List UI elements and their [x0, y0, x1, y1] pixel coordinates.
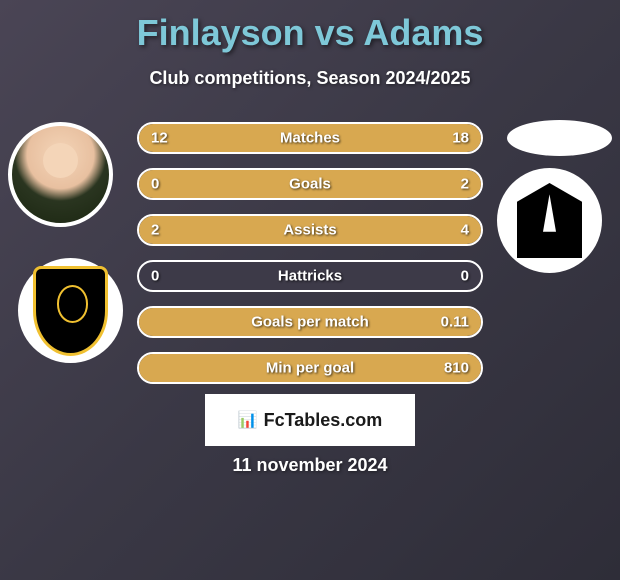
stat-value-left: 0: [151, 176, 159, 193]
club-right-badge-shield: [517, 183, 582, 258]
stat-row-min-per-goal: Min per goal 810: [137, 352, 483, 384]
stats-container: 12 Matches 18 0 Goals 2 2 Assists 4 0 Ha…: [137, 122, 483, 398]
watermark-text: FcTables.com: [264, 410, 383, 431]
stat-row-goals: 0 Goals 2: [137, 168, 483, 200]
stat-row-matches: 12 Matches 18: [137, 122, 483, 154]
stat-label: Goals: [289, 176, 331, 193]
chart-icon: 📊: [238, 410, 258, 430]
comparison-title: Finlayson vs Adams: [0, 0, 620, 54]
comparison-date: 11 november 2024: [232, 455, 387, 476]
stat-label: Goals per match: [251, 314, 369, 331]
stat-value-right: 0: [461, 268, 469, 285]
stat-row-assists: 2 Assists 4: [137, 214, 483, 246]
stat-label: Matches: [280, 130, 340, 147]
stat-value-right: 810: [444, 360, 469, 377]
stat-label: Assists: [283, 222, 336, 239]
stat-value-right: 4: [461, 222, 469, 239]
player-right-photo: [507, 120, 612, 156]
stat-value-left: 2: [151, 222, 159, 239]
club-right-badge: [497, 168, 602, 273]
comparison-subtitle: Club competitions, Season 2024/2025: [0, 68, 620, 89]
stat-value-left: 12: [151, 130, 168, 147]
stat-value-left: 0: [151, 268, 159, 285]
stat-value-right: 18: [452, 130, 469, 147]
player-left-photo: [8, 122, 113, 227]
stat-label: Min per goal: [266, 360, 354, 377]
watermark: 📊 FcTables.com: [205, 394, 415, 446]
stat-value-right: 0.11: [441, 314, 469, 331]
stat-label: Hattricks: [278, 268, 342, 285]
stat-row-hattricks: 0 Hattricks 0: [137, 260, 483, 292]
stat-row-goals-per-match: Goals per match 0.11: [137, 306, 483, 338]
club-left-badge-shield: [33, 266, 108, 356]
club-left-badge: [18, 258, 123, 363]
stat-value-right: 2: [461, 176, 469, 193]
